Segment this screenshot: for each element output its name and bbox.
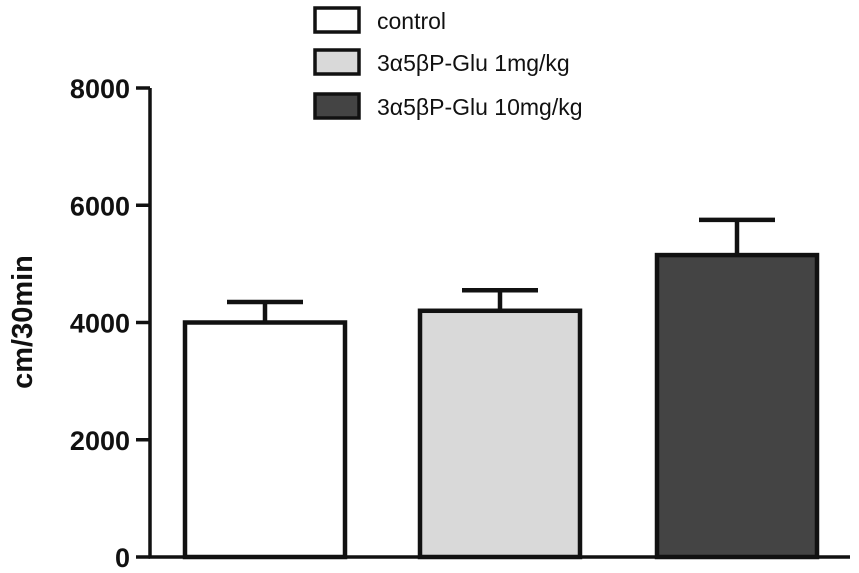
y-axis-title: cm/30min xyxy=(7,255,39,389)
legend: control 3α5βP-Glu 1mg/kg 3α5βP-Glu 10mg/kg xyxy=(313,6,583,120)
y-tick-label: 2000 xyxy=(70,426,130,456)
y-tick-label: 0 xyxy=(115,543,130,573)
legend-swatch xyxy=(313,6,361,34)
legend-label: control xyxy=(377,8,446,34)
legend-swatch xyxy=(313,92,361,120)
bars xyxy=(182,217,820,560)
y-tick-label: 8000 xyxy=(70,74,130,104)
bar xyxy=(654,252,820,560)
legend-label: 3α5βP-Glu 1mg/kg xyxy=(377,50,570,76)
bar xyxy=(182,320,348,560)
bar xyxy=(417,308,583,560)
legend-label: 3α5βP-Glu 10mg/kg xyxy=(377,94,583,120)
legend-swatch xyxy=(313,48,361,76)
y-tick-label: 4000 xyxy=(70,309,130,339)
y-tick-label: 6000 xyxy=(70,191,130,221)
